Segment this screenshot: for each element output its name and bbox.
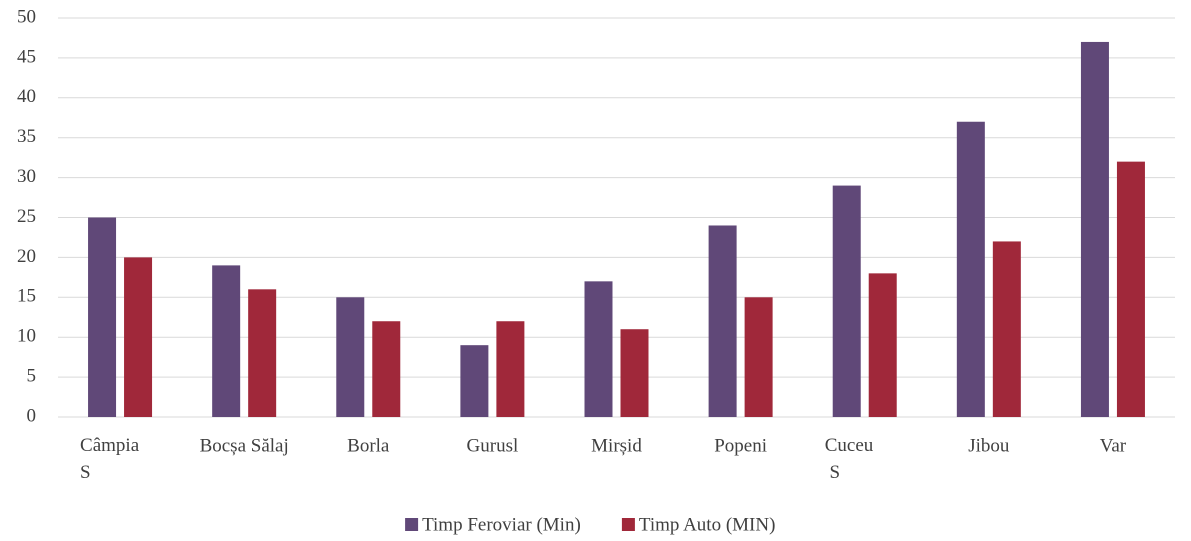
x-tick-label: Cuceu S [825,435,874,483]
legend-swatch [405,518,419,531]
x-tick-label: Var [1100,435,1127,456]
bar [744,297,773,417]
legend-swatch [621,518,635,531]
bar [336,297,365,417]
y-tick-label: 0 [27,405,37,426]
bar [496,321,525,417]
y-tick-label: 40 [17,86,36,107]
x-tick-label: Borla [347,435,390,456]
x-tick-label: Câmpia S [80,435,140,483]
y-tick-label: 15 [17,286,36,307]
bar [832,185,861,417]
y-tick-label: 5 [27,365,37,386]
bar [1080,41,1109,417]
bar [620,329,649,417]
x-tick-label: Gurusl [467,435,519,456]
y-tick-label: 35 [17,126,36,147]
bar [248,289,277,417]
x-tick-label: Bocșa Sălaj [200,435,289,456]
y-tick-label: 30 [17,166,36,187]
x-tick-label: Mirșid [591,435,642,456]
y-tick-label: 50 [17,6,36,27]
bar [88,217,117,417]
bar [460,345,489,417]
y-tick-label: 45 [17,46,36,67]
legend-label: Timp Auto (MIN) [639,514,776,535]
bar [708,225,737,417]
bar [584,281,613,417]
y-tick-label: 10 [17,326,36,347]
bar [956,121,985,418]
x-tick-label: Popeni [714,435,767,456]
bar [992,241,1021,417]
legend-label: Timp Feroviar (Min) [422,514,581,535]
y-tick-label: 25 [17,206,36,227]
bar [1116,161,1145,417]
legend: Timp Feroviar (Min) Timp Auto (MIN) [405,514,775,535]
bar [372,321,401,417]
y-tick-label: 20 [17,246,36,267]
bar [212,265,241,417]
x-tick-label: Jibou [968,435,1010,456]
bar [124,257,153,417]
bar [868,273,897,417]
